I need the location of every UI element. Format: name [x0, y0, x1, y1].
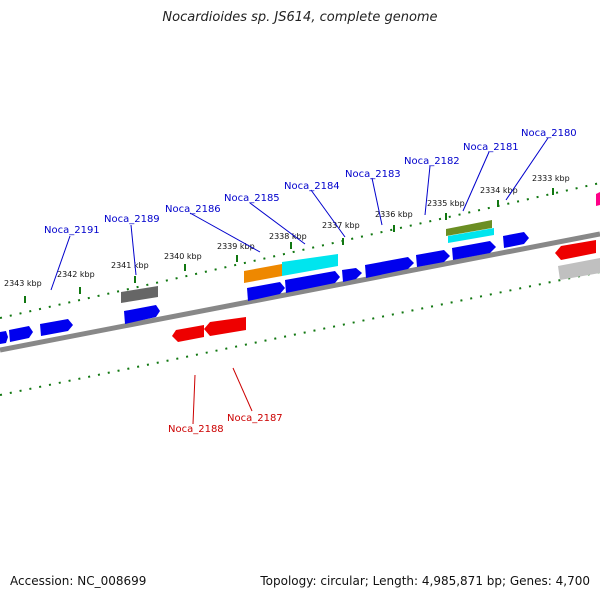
scale-label-2335: 2335 kbp: [427, 199, 465, 208]
gene-forward-arrow[interactable]: [342, 268, 362, 282]
scale-label-2342: 2342 kbp: [57, 270, 95, 279]
gene-gray-light-feature[interactable]: [558, 258, 600, 280]
gene-label-noca-2188: Noca_2188: [168, 424, 224, 435]
label-leader-lines: [50, 137, 549, 425]
gene-label-noca-2184: Noca_2184: [284, 181, 340, 192]
gene-label-noca-2191: Noca_2191: [44, 225, 100, 236]
gene-label-noca-2181: Noca_2181: [463, 142, 519, 153]
gene-forward-arrow[interactable]: [416, 250, 450, 267]
gene-forward-arrow[interactable]: [452, 241, 496, 260]
scale-label-2343: 2343 kbp: [4, 279, 42, 288]
major-ticks: [24, 188, 554, 303]
gene-reverse-arrow[interactable]: [172, 325, 204, 342]
gene-label-noca-2185: Noca_2185: [224, 193, 280, 204]
genome-backbone: [0, 231, 600, 353]
gene-label-noca-2189: Noca_2189: [104, 214, 160, 225]
scale-label-2339: 2339 kbp: [217, 242, 255, 251]
gene-forward-arrow[interactable]: [0, 331, 8, 344]
gene-forward-arrow[interactable]: [124, 305, 160, 324]
gene-cyan-feature-small[interactable]: [448, 228, 494, 243]
scale-label-2341: 2341 kbp: [111, 261, 149, 270]
gene-reverse-arrow[interactable]: [204, 317, 246, 336]
gene-forward-arrow[interactable]: [365, 257, 414, 278]
gene-labels: Noca_2191 Noca_2189 Noca_2186 Noca_2185 …: [44, 128, 577, 435]
gene-cyan-feature[interactable]: [282, 254, 338, 276]
gene-olive-feature[interactable]: [446, 220, 492, 236]
gene-label-noca-2182: Noca_2182: [404, 156, 460, 167]
reverse-genes: [172, 240, 596, 342]
gene-forward-arrow[interactable]: [503, 232, 529, 248]
gene-forward-arrow[interactable]: [247, 282, 285, 301]
scale-label-2334: 2334 kbp: [480, 186, 518, 195]
gene-label-noca-2187: Noca_2187: [227, 413, 283, 424]
gene-forward-arrow[interactable]: [285, 271, 340, 293]
scale-labels: 2343 kbp 2342 kbp 2341 kbp 2340 kbp 2339…: [4, 174, 570, 288]
inner-tick-track: [0, 271, 600, 396]
scale-label-2340: 2340 kbp: [164, 252, 202, 261]
other-features: [121, 192, 600, 303]
scale-label-2337: 2337 kbp: [322, 221, 360, 230]
topology-text: Topology: circular; Length: 4,985,871 bp…: [260, 574, 590, 588]
gene-orange-feature[interactable]: [244, 264, 282, 283]
scale-label-2336: 2336 kbp: [375, 210, 413, 219]
map-title: Nocardioides sp. JS614, complete genome: [162, 10, 438, 25]
gene-forward-arrow[interactable]: [40, 319, 73, 336]
accession-text: Accession: NC_008699: [10, 574, 147, 588]
gene-forward-arrow[interactable]: [9, 326, 33, 342]
scale-label-2338: 2338 kbp: [269, 232, 307, 241]
gene-label-noca-2183: Noca_2183: [345, 169, 401, 180]
gene-gray-feature[interactable]: [121, 286, 158, 303]
gene-label-noca-2180: Noca_2180: [521, 128, 577, 139]
scale-label-2333: 2333 kbp: [532, 174, 570, 183]
gene-label-noca-2186: Noca_2186: [165, 204, 221, 215]
forward-genes: [0, 232, 529, 344]
gene-reverse-arrow[interactable]: [555, 240, 596, 260]
gene-magenta-feature[interactable]: [596, 192, 600, 206]
